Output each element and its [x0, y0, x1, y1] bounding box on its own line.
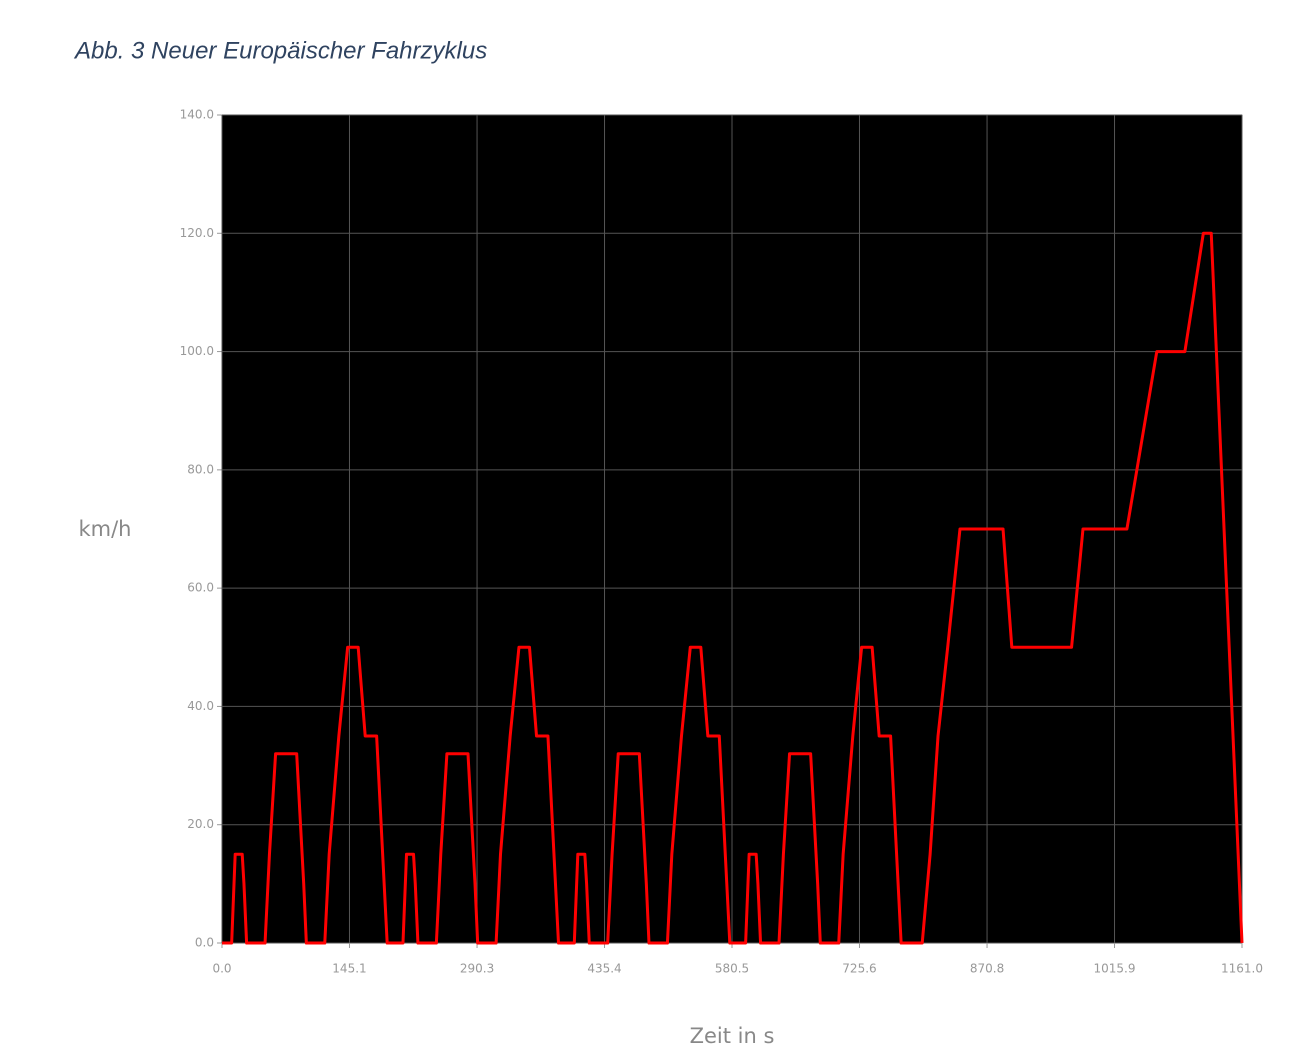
y-tick-label: 140.0: [180, 108, 214, 122]
y-tick-label: 0.0: [195, 936, 214, 950]
chart-title: Abb. 3 Neuer Europäischer Fahrzyklus: [73, 37, 487, 64]
x-tick-label: 145.1: [332, 962, 366, 976]
x-axis-label: Zeit in s: [690, 1024, 775, 1048]
y-axis-label: km/h: [78, 517, 131, 541]
x-tick-label: 290.3: [460, 962, 494, 976]
x-tick-label: 1161.0: [1221, 962, 1263, 976]
speed-line: [222, 231, 1244, 945]
y-tick-label: 120.0: [180, 226, 214, 240]
x-tick-label: 580.5: [715, 962, 749, 976]
y-tick-label: 60.0: [187, 581, 214, 595]
y-tick-label: 80.0: [187, 462, 214, 476]
x-tick-label: 0.0: [212, 962, 231, 976]
y-tick-label: 100.0: [180, 344, 214, 358]
y-tick-label: 20.0: [187, 817, 214, 831]
x-tick-label: 435.4: [587, 962, 621, 976]
x-tick-label: 725.6: [842, 962, 876, 976]
y-tick-label: 40.0: [187, 699, 214, 713]
x-tick-label: 870.8: [970, 962, 1004, 976]
x-tick-label: 1015.9: [1094, 962, 1136, 976]
